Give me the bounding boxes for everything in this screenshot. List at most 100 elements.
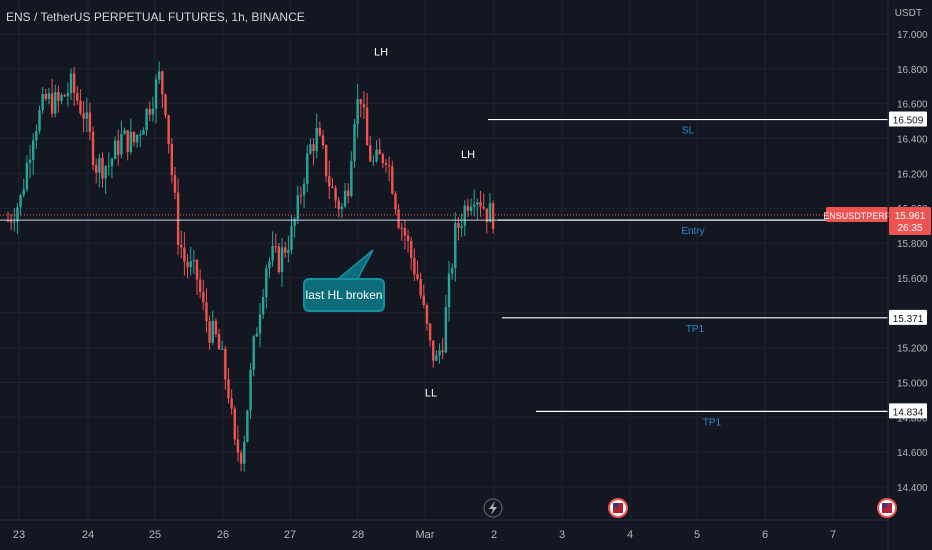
candle-body	[463, 205, 466, 227]
swing-label-ll: LL	[425, 388, 437, 400]
level-price-tag-text: 16.509	[893, 116, 924, 127]
price-axis-tick: 16.200	[897, 169, 928, 180]
candle-body	[258, 314, 262, 334]
candle-body	[261, 297, 265, 315]
candle-body	[293, 218, 296, 227]
flag-event-icon[interactable]	[608, 498, 628, 518]
candle-body	[164, 94, 167, 116]
candle-body	[416, 274, 419, 280]
candle-body	[438, 350, 441, 356]
candle-body	[129, 131, 133, 152]
candle-body	[126, 130, 129, 152]
axis-unit: USDT	[894, 8, 922, 19]
candle-body	[54, 92, 57, 114]
level-label-tp1: TP1	[703, 417, 722, 428]
candle-body	[359, 98, 362, 105]
candle-body	[120, 134, 123, 155]
candle-body	[161, 71, 164, 95]
candle-body	[32, 140, 35, 160]
candle-body	[35, 131, 38, 141]
grid	[0, 0, 888, 520]
candle-body	[123, 130, 126, 135]
candles	[6, 61, 495, 472]
candle-body	[208, 321, 211, 343]
candle-body	[195, 259, 199, 280]
candle-body	[315, 127, 318, 152]
candle-body	[372, 161, 375, 163]
callout-last-hl-broken[interactable]: last HL broken	[303, 278, 385, 312]
candle-body	[202, 292, 205, 303]
candle-body	[274, 246, 277, 248]
candle-body	[365, 107, 369, 146]
candle-body	[469, 206, 473, 211]
candle-body	[113, 140, 117, 160]
candle-body	[268, 260, 271, 269]
candle-body	[410, 240, 413, 258]
candle-body	[482, 206, 485, 209]
candle-body	[479, 202, 482, 207]
candle-body	[397, 209, 400, 228]
candle-body	[79, 100, 82, 114]
level-price-tag-text: 14.834	[893, 407, 924, 418]
level-price-tag	[889, 309, 927, 325]
time-axis-tick: 24	[82, 529, 94, 541]
candle-body	[38, 110, 41, 132]
price-axis-tick: 16.400	[897, 135, 928, 146]
candle-body	[391, 166, 394, 194]
candle-body	[491, 203, 495, 229]
level-label-tp1: TP1	[686, 324, 705, 335]
flag-event-icon[interactable]	[877, 498, 897, 518]
candle-body	[318, 127, 322, 136]
candle-body	[183, 247, 186, 262]
candle-body	[16, 207, 19, 222]
candle-body	[312, 144, 315, 152]
candle-body	[19, 195, 22, 208]
candle-body	[25, 162, 29, 190]
time-axis-tick: 25	[149, 529, 161, 541]
candle-body	[221, 348, 224, 350]
candle-body	[57, 92, 60, 101]
candle-body	[6, 220, 10, 222]
candle-body	[63, 95, 66, 97]
price-axis-tick: 15.600	[897, 274, 928, 285]
symbol-tag-text: ENSUSDTPERP	[823, 211, 891, 221]
level-price-tag	[889, 111, 927, 127]
time-axis-tick: 6	[762, 529, 768, 541]
candle-body	[299, 195, 303, 197]
candle-body	[135, 134, 139, 143]
candle-body	[9, 220, 13, 223]
countdown-timer: 26:35	[897, 223, 922, 234]
level-label-entry: Entry	[681, 226, 704, 237]
candle-body	[173, 175, 177, 193]
candle-body	[145, 108, 148, 130]
candle-body	[321, 135, 325, 146]
candle-body	[369, 145, 372, 162]
candle-body	[284, 247, 287, 253]
candle-body	[331, 186, 334, 188]
candle-body	[198, 279, 202, 293]
candle-body	[356, 98, 359, 124]
candle-body	[476, 202, 479, 205]
level-price-tag-text: 15.371	[893, 314, 924, 325]
time-axis-tick: 4	[627, 529, 633, 541]
candle-body	[91, 131, 95, 165]
candle-body	[324, 145, 328, 177]
lightning-icon[interactable]	[483, 498, 503, 518]
price-axis-tick: 14.800	[897, 413, 928, 424]
price-axis-tick: 15.200	[897, 344, 928, 355]
candle-body	[343, 190, 347, 207]
candle-body	[107, 165, 110, 167]
candle-body	[167, 115, 170, 145]
time-axis-tick: 28	[352, 529, 364, 541]
candle-body	[473, 204, 476, 207]
candle-body	[340, 206, 344, 210]
candle-body	[186, 261, 189, 268]
candle-body	[435, 355, 438, 361]
candle-body	[28, 159, 32, 163]
symbol-price-tag	[826, 207, 888, 223]
candle-body	[444, 307, 448, 353]
candle-body	[95, 164, 98, 173]
candle-body	[350, 161, 353, 197]
